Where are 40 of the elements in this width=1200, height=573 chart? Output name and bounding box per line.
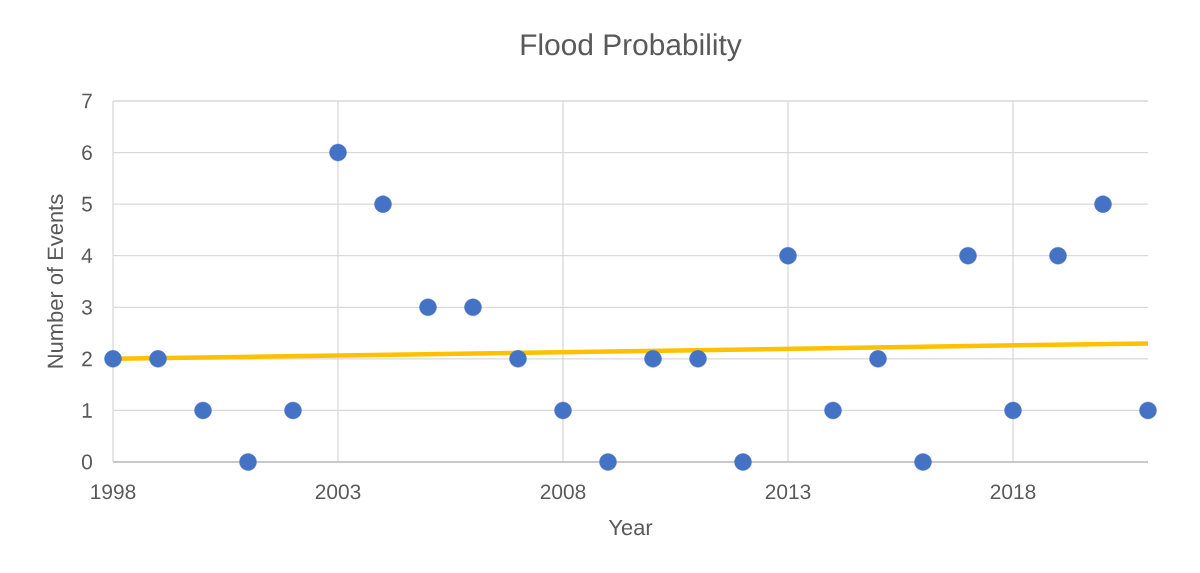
point xyxy=(149,350,167,368)
point xyxy=(1049,247,1067,265)
y-axis-title: Number of Events xyxy=(46,194,64,368)
point xyxy=(959,247,977,265)
point xyxy=(239,453,257,471)
point xyxy=(104,350,122,368)
point xyxy=(509,350,527,368)
point xyxy=(194,401,212,420)
point xyxy=(554,401,572,420)
y-tick-label: 3 xyxy=(81,299,92,315)
point xyxy=(824,401,842,420)
point xyxy=(329,143,347,162)
point xyxy=(914,453,932,471)
y-tick-label: 7 xyxy=(82,93,92,109)
y-tick-label: 4 xyxy=(81,248,93,263)
x-axis-title: Year xyxy=(608,519,653,536)
point xyxy=(869,350,887,368)
point xyxy=(599,453,617,471)
point xyxy=(419,298,437,316)
point xyxy=(1139,401,1157,420)
point xyxy=(779,247,797,265)
point xyxy=(1094,195,1112,213)
y-tick-label: 2 xyxy=(82,351,92,367)
x-tick-label: 1998 xyxy=(91,484,136,500)
x-tick-label: 2008 xyxy=(540,484,586,500)
point xyxy=(1004,401,1022,420)
y-tick-label: 0 xyxy=(81,454,92,470)
y-tick-label: 1 xyxy=(82,403,92,418)
y-tick-label: 5 xyxy=(82,196,92,212)
x-tick-label: 2018 xyxy=(990,484,1036,500)
x-tick-label: 2013 xyxy=(765,484,811,500)
point xyxy=(374,195,392,213)
point xyxy=(284,401,302,420)
point xyxy=(464,298,482,316)
chart-title: Flood Probability xyxy=(521,33,742,62)
point xyxy=(644,350,662,368)
point xyxy=(734,453,752,471)
y-tick-label: 6 xyxy=(82,145,92,160)
point xyxy=(689,350,707,368)
x-tick-label: 2003 xyxy=(315,484,361,500)
